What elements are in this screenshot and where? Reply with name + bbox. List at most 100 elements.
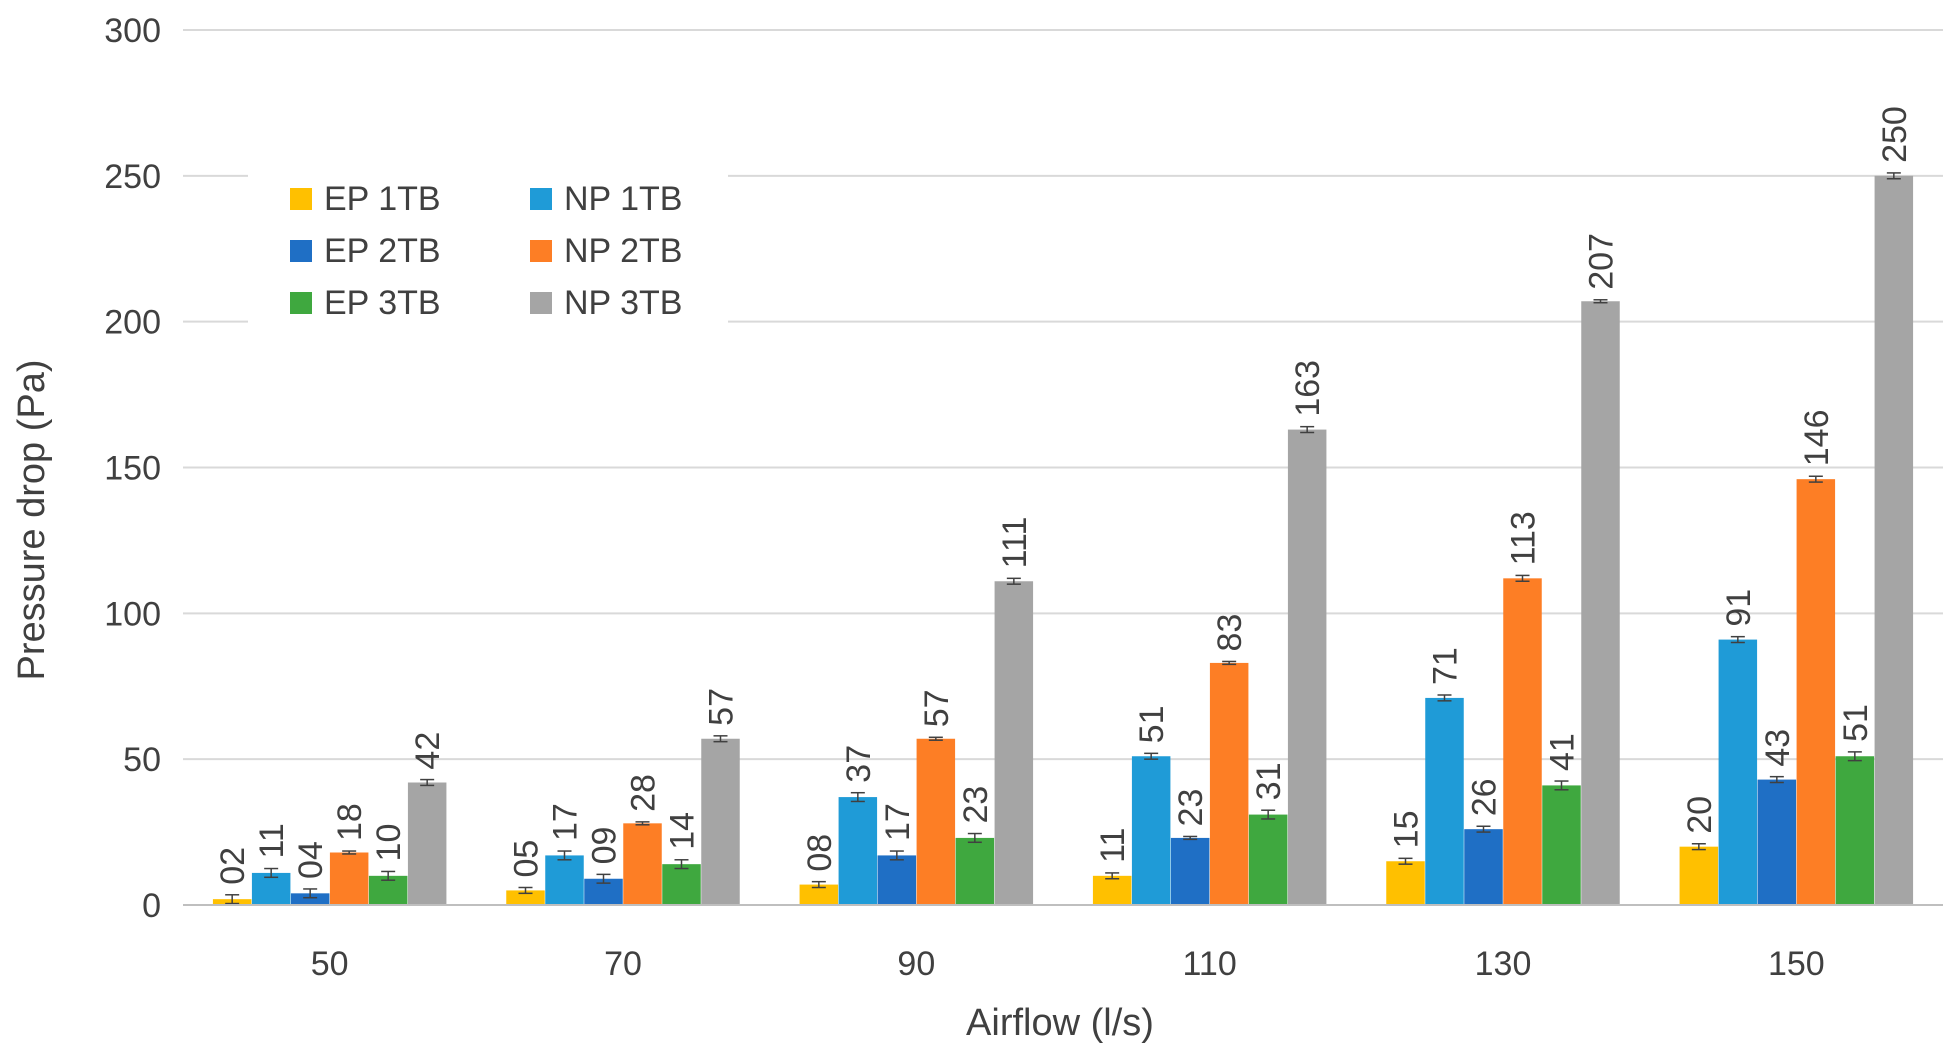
data-label: 17	[547, 803, 585, 841]
y-tick-label: 150	[104, 450, 161, 488]
bar	[1874, 175, 1914, 906]
data-label: 10	[370, 824, 408, 862]
bar	[1679, 846, 1719, 905]
legend-swatch	[530, 292, 552, 314]
data-label: 28	[625, 774, 663, 812]
legend-label: NP 2TB	[564, 232, 682, 270]
bar	[994, 581, 1034, 905]
gridlines	[183, 29, 1943, 761]
bar	[701, 738, 740, 905]
data-label: 113	[1505, 511, 1543, 565]
legend: EP 1TB EP 2TB EP 3TB NP 1TB NP 2TB NP 3TB	[248, 168, 728, 328]
data-label: 43	[1759, 729, 1797, 767]
bar	[1092, 875, 1132, 905]
data-label: 11	[253, 823, 291, 858]
data-label: 57	[918, 689, 956, 727]
bar	[1248, 814, 1288, 905]
data-label: 207	[1583, 233, 1621, 290]
y-tick-label: 250	[104, 158, 161, 196]
data-label: 111	[996, 517, 1034, 569]
legend-swatch	[530, 188, 552, 210]
data-label: 18	[331, 803, 369, 841]
data-label: 146	[1798, 410, 1836, 467]
data-label: 23	[957, 786, 995, 824]
bar	[545, 855, 584, 905]
data-label: 31	[1250, 762, 1288, 800]
data-label: 41	[1544, 733, 1582, 771]
bar	[407, 782, 447, 905]
bar-labels: 0211041810420517092814570837175723111115…	[214, 106, 1914, 885]
legend-swatch	[530, 240, 552, 262]
bar	[1581, 301, 1620, 905]
data-label: 250	[1876, 106, 1914, 163]
data-label: 42	[409, 732, 447, 770]
legend-swatch	[290, 292, 312, 314]
x-tick-label: 50	[311, 945, 349, 983]
legend-label: EP 1TB	[324, 180, 441, 218]
x-tick-label: 130	[1475, 945, 1532, 983]
data-label: 37	[840, 745, 878, 783]
bar	[955, 837, 995, 905]
data-label: 51	[1837, 704, 1875, 742]
bar	[916, 738, 956, 905]
data-label: 15	[1388, 811, 1426, 849]
y-tick-label: 0	[142, 887, 161, 925]
legend-swatch	[290, 240, 312, 262]
data-label: 51	[1133, 706, 1171, 744]
data-label: 163	[1289, 360, 1327, 417]
bar	[1425, 697, 1464, 905]
bar	[1209, 662, 1249, 905]
data-label: 08	[801, 834, 839, 872]
data-label: 14	[664, 812, 702, 850]
bar	[290, 893, 330, 905]
bar	[1287, 429, 1327, 905]
bar	[1131, 756, 1171, 905]
legend-background	[248, 168, 728, 328]
y-tick-label: 300	[104, 12, 161, 50]
legend-label: EP 3TB	[324, 284, 441, 322]
bar	[329, 852, 369, 905]
bar	[1757, 779, 1797, 905]
legend-label: EP 2TB	[324, 232, 441, 270]
bar	[838, 797, 878, 905]
x-axis-title: Airflow (l/s)	[966, 1002, 1154, 1044]
bar	[1503, 578, 1542, 905]
bar	[1170, 837, 1210, 905]
data-label: 71	[1427, 647, 1465, 685]
data-label: 09	[586, 827, 624, 865]
data-label: 17	[879, 803, 917, 841]
legend-swatch	[290, 188, 312, 210]
y-tick-label: 200	[104, 304, 161, 342]
data-label: 91	[1720, 589, 1758, 627]
bar	[506, 890, 545, 905]
data-label: 20	[1681, 796, 1719, 834]
x-tick-label: 70	[604, 945, 642, 983]
bar	[623, 823, 662, 905]
bars	[212, 172, 1914, 906]
bar	[1542, 785, 1581, 905]
y-tick-label: 50	[123, 741, 161, 779]
data-label: 26	[1466, 778, 1504, 816]
data-label: 23	[1172, 789, 1210, 827]
bar	[1796, 479, 1836, 905]
x-tick-label: 90	[897, 945, 935, 983]
bar	[799, 884, 839, 905]
bar	[1386, 861, 1425, 905]
x-tick-label: 150	[1768, 945, 1825, 983]
bar	[662, 864, 701, 905]
y-axis-title: Pressure drop (Pa)	[11, 359, 53, 680]
data-label: 05	[508, 840, 546, 878]
bar	[1464, 829, 1503, 905]
data-label: 83	[1211, 614, 1249, 652]
legend-label: NP 1TB	[564, 180, 682, 218]
legend-label: NP 3TB	[564, 284, 682, 322]
bar	[251, 872, 291, 905]
y-tick-label: 100	[104, 595, 161, 633]
bar	[877, 855, 917, 905]
x-tick-label: 110	[1183, 945, 1237, 983]
bar	[1718, 639, 1758, 905]
bar	[1835, 756, 1875, 905]
data-label: 02	[214, 847, 252, 885]
